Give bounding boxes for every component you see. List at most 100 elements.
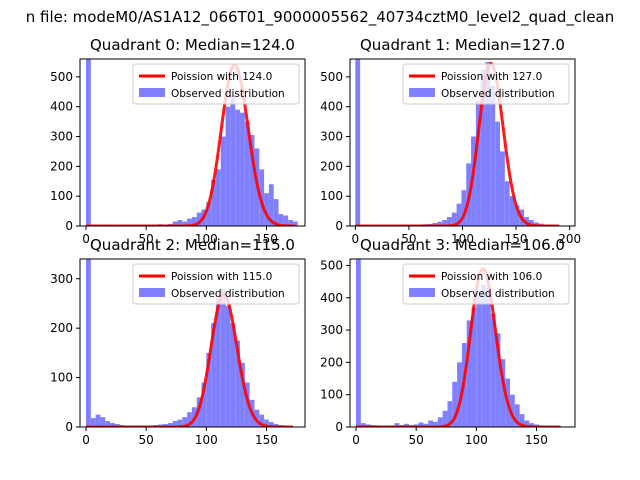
legend-patch-swatch [409, 288, 435, 297]
histogram-bar [437, 221, 443, 226]
plot-content [85, 59, 298, 226]
histogram-bar [268, 184, 274, 226]
y-tick-label: 200 [50, 321, 73, 335]
histogram-bar [418, 422, 424, 427]
plot-content [355, 259, 561, 427]
x-tick-label: 100 [451, 232, 474, 246]
histogram-bar [423, 423, 429, 427]
histogram-bar [206, 352, 212, 427]
legend-box [402, 63, 570, 105]
legend-label-poisson: Poission with 124.0 [171, 71, 272, 83]
histogram-bar [461, 190, 467, 226]
histogram-bar [509, 196, 515, 226]
x-tick-label: 150 [505, 232, 528, 246]
x-tick-label: 150 [255, 433, 278, 447]
quadrant-1-panel: 0 50 100 150 200 0 100 200 300 400 500 Quadrant 1: … [320, 36, 581, 246]
plot-content [354, 59, 563, 226]
y-tick-label: 500 [50, 70, 73, 84]
legend: Poission with 124.0 Observed distribution [132, 63, 300, 105]
quadrant-3-panel: 0 50 100 150 0 100 200 300 400 500 Quadrant 3: Med… [320, 236, 576, 447]
histogram-bar [533, 222, 539, 226]
y-tick-label: 300 [50, 130, 73, 144]
poisson-line [355, 267, 561, 427]
histogram-bar [524, 420, 530, 427]
histogram-bar [504, 181, 510, 226]
histogram-bar [495, 333, 501, 427]
histogram-bar [211, 323, 216, 427]
y-tick-label: 100 [320, 388, 343, 402]
x-tick-label: 0 [82, 433, 90, 447]
histogram-bar [211, 179, 216, 226]
legend-box [132, 263, 300, 305]
histogram-bar [196, 212, 202, 226]
legend-label-observed: Observed distribution [171, 288, 285, 300]
legend-patch-swatch [139, 288, 165, 297]
histogram-bar [215, 169, 221, 226]
histogram-bar [466, 320, 472, 427]
histogram-bar [240, 112, 245, 226]
histogram-bar [514, 404, 520, 427]
histogram-bar [240, 362, 245, 427]
histogram-bar [235, 109, 241, 226]
legend-label-observed: Observed distribution [441, 288, 555, 300]
legend: Poission with 127.0 Observed distribution [402, 63, 570, 105]
histogram-bar [447, 401, 453, 427]
histogram-bar [182, 417, 188, 427]
histogram-bar [278, 214, 284, 226]
histogram-bar [235, 340, 241, 427]
histogram-bar [514, 205, 520, 226]
histogram-bar [100, 417, 106, 427]
y-tick-label: 0 [335, 420, 343, 434]
panel-title: Quadrant 1: Median=127.0 [360, 36, 565, 54]
y-tick-label: 400 [320, 100, 343, 114]
histogram-bar [485, 288, 491, 427]
histogram-bar [480, 69, 486, 226]
y-tick-label: 0 [65, 420, 73, 434]
histogram-bar [244, 382, 250, 427]
legend-label-poisson: Poission with 127.0 [441, 71, 542, 83]
histogram-bar [172, 221, 178, 226]
y-tick-label: 0 [65, 219, 73, 233]
histogram-bar [187, 218, 192, 226]
x-tick-label: 50 [139, 232, 154, 246]
histogram-bar [230, 94, 236, 226]
histogram-bar [500, 359, 506, 427]
histogram-bar [215, 298, 221, 427]
histogram-bar [86, 259, 91, 427]
axes-frame [349, 258, 576, 428]
x-tick-label: 50 [139, 433, 154, 447]
histogram-bar [167, 423, 173, 427]
histogram-bar [452, 381, 458, 427]
histogram-bar [476, 294, 482, 427]
histogram-bar [225, 106, 231, 226]
histogram-bar [182, 221, 188, 226]
histogram-bar [187, 412, 192, 427]
legend-box [132, 63, 300, 105]
histogram-bar [254, 409, 260, 427]
histogram-bar [264, 193, 269, 226]
x-tick-label: 100 [195, 232, 218, 246]
histogram-bar [519, 414, 525, 427]
histogram-bar [225, 305, 231, 427]
panel-title: Quadrant 2: Median=115.0 [90, 236, 295, 254]
y-tick-label: 200 [50, 159, 73, 173]
histogram-bar [356, 259, 361, 427]
histogram-bar [220, 136, 226, 226]
histogram-bar [471, 136, 476, 226]
histogram-bar [481, 284, 486, 427]
histogram-bar [404, 423, 409, 427]
y-tick-label: 200 [320, 159, 343, 173]
histogram-bar [191, 217, 197, 226]
y-tick-label: 100 [50, 371, 73, 385]
y-tick-label: 100 [50, 189, 73, 203]
histogram-bar [528, 220, 534, 226]
histogram-bar [485, 61, 491, 226]
histogram-bar [283, 215, 289, 226]
x-tick-label: 0 [352, 232, 360, 246]
figure-suptitle: n file: modeM0/AS1A12_066T01_9000005562_… [26, 8, 615, 27]
x-tick-label: 0 [352, 433, 360, 447]
histogram-bar [510, 394, 515, 427]
histogram-bar [457, 362, 462, 427]
histogram-bar [437, 417, 443, 427]
